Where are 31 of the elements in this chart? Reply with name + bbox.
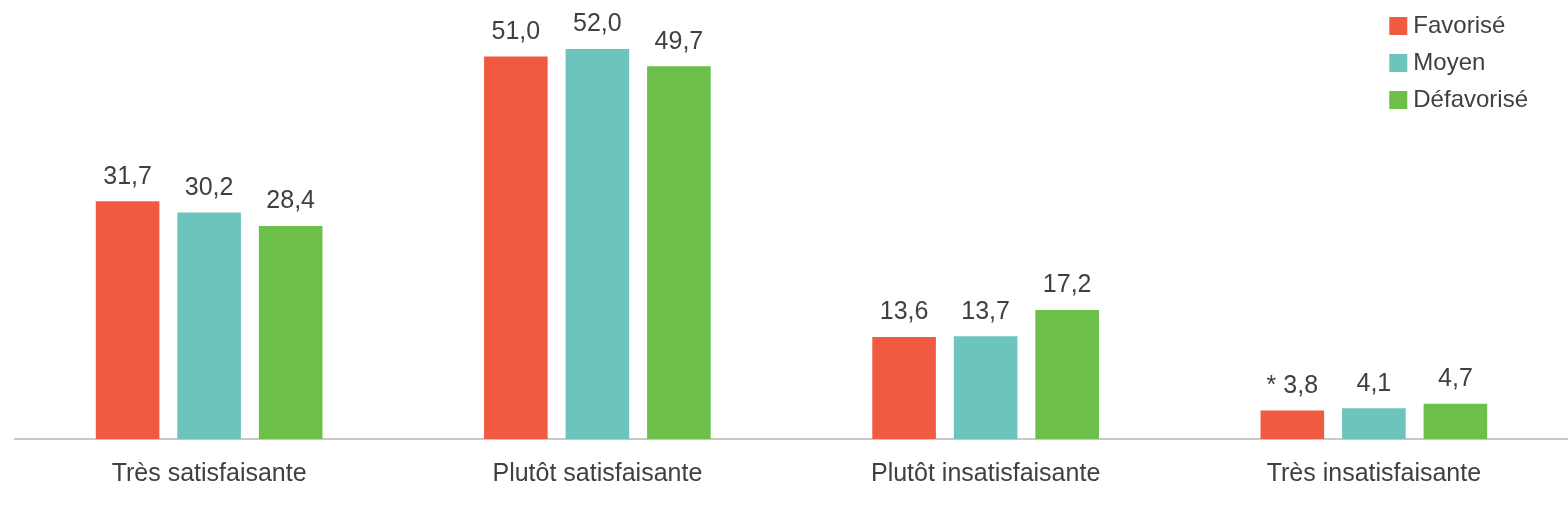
bar [953,336,1018,439]
bar [177,212,241,439]
bar [1035,310,1099,439]
bar [258,226,323,439]
bar [95,201,160,439]
data-label: 28,4 [266,185,316,214]
bar [1342,408,1406,439]
legend-label: Moyen [1413,47,1486,75]
data-label: 30,2 [184,171,234,200]
data-label: 13,7 [961,295,1010,324]
bar [1423,403,1488,439]
data-label: 52,0 [573,8,622,37]
data-label: 13,6 [879,296,929,325]
data-label: * 3,8 [1266,369,1319,398]
legend-label: Défavorisé [1413,84,1528,112]
x-tick-label: Très satisfaisante [111,457,307,486]
x-tick-label: Très insatisfaisante [1266,457,1482,486]
bar [872,337,936,439]
bar [484,56,548,439]
bar [565,49,630,439]
bar [647,66,711,439]
data-label: 17,2 [1042,269,1092,298]
data-label: 51,0 [491,15,541,44]
data-label: 49,7 [654,25,704,54]
bar [1260,410,1325,439]
data-label: 4,7 [1438,363,1473,392]
x-tick-label: Plutôt satisfaisante [492,457,703,486]
x-tick-label: Plutôt insatisfaisante [870,457,1101,486]
data-label: 31,7 [103,160,152,189]
data-label: 4,1 [1356,367,1392,396]
legend-label: Favorisé [1413,10,1506,38]
